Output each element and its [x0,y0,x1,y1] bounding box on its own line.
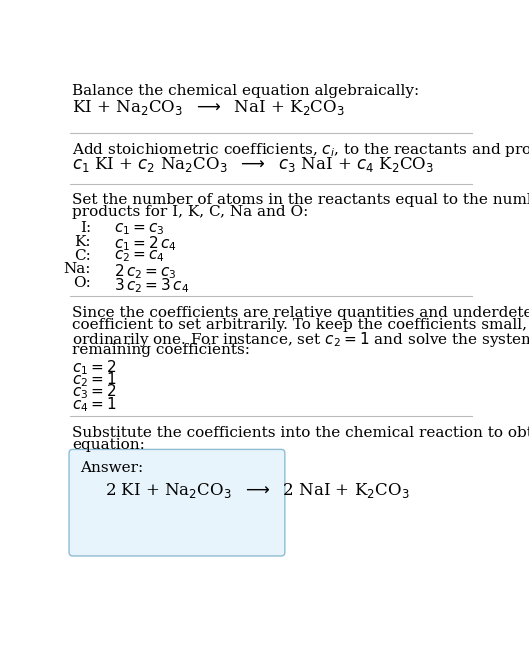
Text: ordinarily one. For instance, set $c_2 = 1$ and solve the system of equations fo: ordinarily one. For instance, set $c_2 =… [72,330,529,349]
Text: K:: K: [74,235,91,248]
Text: Set the number of atoms in the reactants equal to the number of atoms in the: Set the number of atoms in the reactants… [72,193,529,207]
Text: remaining coefficients:: remaining coefficients: [72,342,250,356]
Text: 2 KI + Na$_2$CO$_3$  $\longrightarrow$  2 NaI + K$_2$CO$_3$: 2 KI + Na$_2$CO$_3$ $\longrightarrow$ 2 … [105,481,409,500]
Text: C:: C: [74,248,91,263]
Text: coefficient to set arbitrarily. To keep the coefficients small, the arbitrary va: coefficient to set arbitrarily. To keep … [72,318,529,332]
Text: equation:: equation: [72,438,145,452]
Text: Na:: Na: [63,263,91,276]
Text: $c_3 = 2$: $c_3 = 2$ [72,382,117,401]
Text: KI + Na$_2$CO$_3$  $\longrightarrow$  NaI + K$_2$CO$_3$: KI + Na$_2$CO$_3$ $\longrightarrow$ NaI … [72,98,345,116]
Text: $3\,c_2 = 3\,c_4$: $3\,c_2 = 3\,c_4$ [114,276,189,295]
Text: Answer:: Answer: [80,461,143,475]
Text: O:: O: [73,276,91,291]
Text: $c_2 = c_4$: $c_2 = c_4$ [114,248,165,264]
Text: Balance the chemical equation algebraically:: Balance the chemical equation algebraica… [72,84,419,98]
Text: $2\,c_2 = c_3$: $2\,c_2 = c_3$ [114,263,177,281]
Text: $c_1$ KI + $c_2$ Na$_2$CO$_3$  $\longrightarrow$  $c_3$ NaI + $c_4$ K$_2$CO$_3$: $c_1$ KI + $c_2$ Na$_2$CO$_3$ $\longrigh… [72,155,435,173]
Text: $c_4 = 1$: $c_4 = 1$ [72,395,117,413]
FancyBboxPatch shape [69,450,285,556]
Text: I:: I: [80,221,91,235]
Text: Substitute the coefficients into the chemical reaction to obtain the balanced: Substitute the coefficients into the che… [72,426,529,440]
Text: $c_1 = 2$: $c_1 = 2$ [72,358,117,377]
Text: Add stoichiometric coefficients, $c_i$, to the reactants and products:: Add stoichiometric coefficients, $c_i$, … [72,141,529,159]
Text: $c_1 = 2\,c_4$: $c_1 = 2\,c_4$ [114,235,177,254]
Text: products for I, K, C, Na and O:: products for I, K, C, Na and O: [72,206,309,219]
Text: $c_1 = c_3$: $c_1 = c_3$ [114,221,165,237]
Text: Since the coefficients are relative quantities and underdetermined, choose a: Since the coefficients are relative quan… [72,305,529,320]
Text: $c_2 = 1$: $c_2 = 1$ [72,370,117,389]
